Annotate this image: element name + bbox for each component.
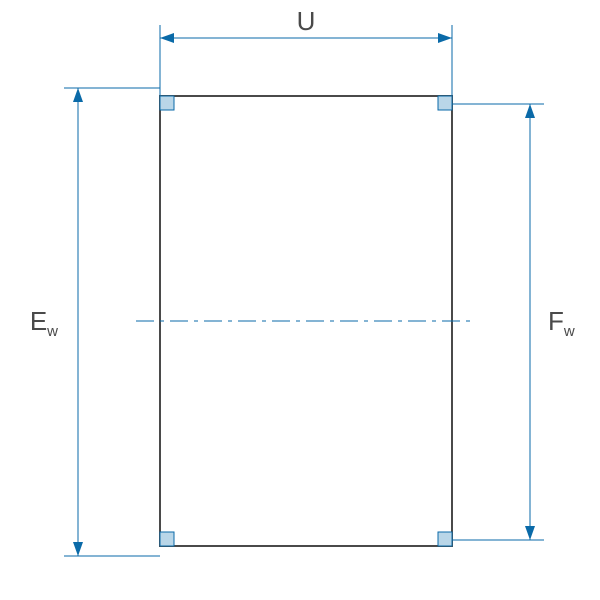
corner-marker — [160, 96, 174, 110]
arrowhead-icon — [525, 104, 535, 118]
arrowhead-icon — [73, 88, 83, 102]
label-F: Fw — [548, 306, 575, 340]
corner-marker — [438, 532, 452, 546]
label-U: U — [297, 6, 316, 36]
arrowhead-icon — [525, 526, 535, 540]
corner-marker — [160, 532, 174, 546]
label-E: Ew — [30, 306, 58, 340]
corner-marker — [438, 96, 452, 110]
arrowhead-icon — [73, 542, 83, 556]
arrowhead-icon — [160, 33, 174, 43]
arrowhead-icon — [438, 33, 452, 43]
